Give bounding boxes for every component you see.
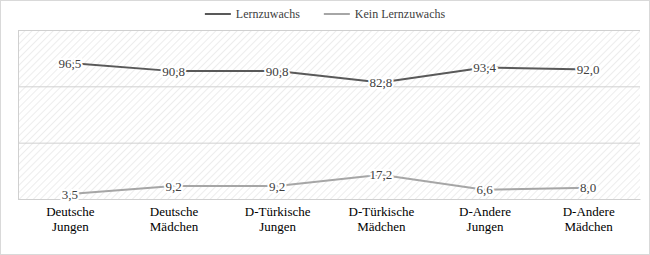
y-tick xyxy=(18,86,640,87)
legend-item: Kein Lernzuwachs xyxy=(324,7,446,21)
chart: DeutscheJungen DeutscheMädchen D-Türkische… xyxy=(0,0,650,255)
data-label: 3,5 xyxy=(62,187,78,202)
x-tick: D-TürkischeMädchen xyxy=(348,199,414,234)
x-axis-line xyxy=(19,199,641,200)
legend-label: Kein Lernzuwachs xyxy=(355,7,446,21)
y-axis xyxy=(18,31,640,200)
x-tick: DeutscheMädchen xyxy=(150,199,199,234)
x-tick-label: D-TürkischeMädchen xyxy=(348,204,414,234)
data-label: 6,6 xyxy=(476,182,493,197)
y-tick xyxy=(18,30,640,31)
chart-border xyxy=(1,1,650,255)
grid-line xyxy=(18,143,640,144)
x-tick-label: D-AndereMädchen xyxy=(563,204,615,234)
legend-swatch xyxy=(205,13,231,15)
legend-item: Lernzuwachs xyxy=(205,7,300,21)
x-tick: D-AndereMädchen xyxy=(563,199,615,234)
data-label: 8,0 xyxy=(580,180,596,195)
data-label: 9,2 xyxy=(165,179,181,194)
x-tick-label: D-AndereJungen xyxy=(459,204,511,234)
grid-line xyxy=(18,30,640,31)
data-label: 90,8 xyxy=(266,64,289,79)
data-labels: 96,5 90,8 90,8 82,8 93,4 92,0 3,5 9,2 9,2 17,2 6,6… xyxy=(58,56,599,202)
data-label: 92,0 xyxy=(577,62,600,77)
plot-background xyxy=(18,30,640,199)
y-axis-line xyxy=(19,31,641,200)
x-tick: D-TürkischeJungen xyxy=(245,199,311,234)
data-label: 96,5 xyxy=(58,56,81,71)
data-label: 17,2 xyxy=(369,167,392,182)
x-tick-label: D-TürkischeJungen xyxy=(245,204,311,234)
x-tick: D-AndereJungen xyxy=(459,199,511,234)
data-label: 93,4 xyxy=(473,60,496,75)
x-tick-label: DeutscheMädchen xyxy=(150,204,199,234)
x-tick-label: DeutscheJungen xyxy=(46,204,95,234)
grid-line xyxy=(18,199,640,200)
series-line xyxy=(70,175,588,194)
legend-label: Lernzuwachs xyxy=(236,7,300,21)
series-line xyxy=(70,63,588,82)
legend: Lernzuwachs Kein Lernzuwachs xyxy=(205,7,446,21)
lines xyxy=(70,63,588,194)
data-label: 90,8 xyxy=(162,64,185,79)
grid-line xyxy=(18,86,640,87)
legend-swatch xyxy=(324,13,350,15)
data-label: 82,8 xyxy=(369,75,392,90)
y-tick xyxy=(18,199,640,200)
x-tick: DeutscheJungen xyxy=(46,199,95,234)
y-tick xyxy=(18,143,640,144)
x-axis: DeutscheJungen DeutscheMädchen D-Türkische… xyxy=(19,199,641,234)
data-label: 9,2 xyxy=(269,179,285,194)
plot: DeutscheJungen DeutscheMädchen D-Türkische… xyxy=(18,30,641,234)
